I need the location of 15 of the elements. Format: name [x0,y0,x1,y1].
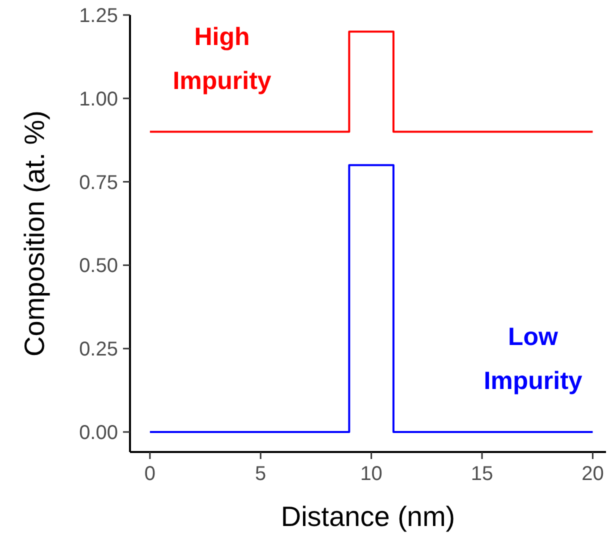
y-tick-label: 1.00 [79,88,118,110]
y-tick-label: 0.25 [79,338,118,361]
x-tick-label: 20 [582,463,604,485]
x-axis-title: Distance (nm) [280,501,456,532]
y-tick-label: 0.50 [79,255,118,278]
y-tick-label: 1.25 [79,5,118,27]
y-tick-label: 0.75 [79,172,118,194]
series-label: Low Impurity [484,323,582,395]
y-axis-title: Composition (at. %) [19,110,50,356]
y-tick-label: 0.00 [79,422,118,444]
x-tick-label: 0 [144,463,156,485]
x-tick-label: 10 [360,463,382,485]
x-tick-label: 5 [255,463,266,485]
series-label: High Impurity [172,23,272,95]
x-tick-label: 15 [470,463,494,485]
